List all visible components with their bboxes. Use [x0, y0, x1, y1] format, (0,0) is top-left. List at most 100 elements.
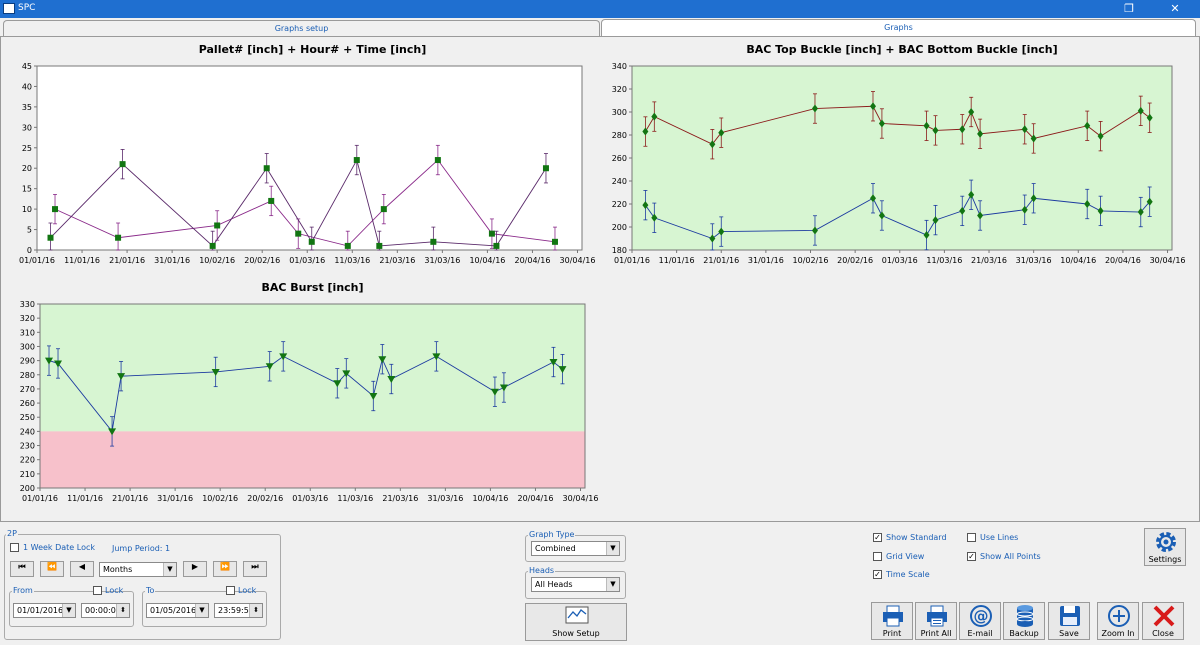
data-point: [387, 376, 396, 384]
first-period-button[interactable]: ⏮: [10, 561, 34, 577]
data-point: [376, 242, 383, 249]
print-button[interactable]: Print: [871, 602, 913, 640]
x-tick-label: 11/03/16: [337, 494, 373, 503]
x-tick-label: 20/04/16: [1105, 256, 1141, 265]
to-lock-label: Lock: [238, 586, 257, 595]
tab-strip: Graphs setup Graphs: [0, 18, 1200, 37]
y-tick-label: 10: [22, 205, 32, 214]
y-tick-label: 280: [20, 371, 35, 380]
to-time-input[interactable]: 23:59:59 ⬍: [214, 603, 263, 618]
from-date-input[interactable]: 01/01/2016 ▼: [13, 603, 76, 618]
data-point: [108, 428, 117, 436]
x-tick-label: 30/04/16: [563, 494, 599, 503]
chevron-down-icon: ▼: [195, 604, 208, 617]
graph-type-select[interactable]: Combined ▼: [531, 541, 620, 556]
data-point: [1084, 200, 1091, 208]
chart-band: [40, 304, 585, 432]
heads-value: All Heads: [535, 580, 573, 589]
prev-button[interactable]: ◀: [70, 561, 94, 577]
from-time-input[interactable]: 00:00:00 ⬍: [81, 603, 130, 618]
chart-setup-icon: [565, 606, 589, 624]
tab-graphs[interactable]: Graphs: [601, 19, 1196, 37]
x-tick-label: 10/04/16: [472, 494, 508, 503]
from-lock-label: Lock: [105, 586, 124, 595]
prev-big-button[interactable]: ⏪: [40, 561, 64, 577]
restore-button[interactable]: ❐: [1124, 2, 1134, 15]
email-button[interactable]: @ E-mail: [959, 602, 1001, 640]
printer-all-icon: [927, 605, 947, 627]
backup-label: Backup: [1009, 629, 1039, 638]
print-all-button[interactable]: Print All: [915, 602, 957, 640]
show-all-points-checkbox[interactable]: ✓: [967, 552, 976, 561]
y-tick-label: 15: [22, 185, 32, 194]
grid-view-label: Grid View: [886, 552, 925, 561]
x-tick-label: 11/01/16: [67, 494, 103, 503]
heads-group: [525, 571, 626, 599]
y-tick-label: 270: [20, 385, 35, 394]
to-label: To: [145, 586, 156, 595]
data-point: [869, 102, 876, 111]
week-lock-checkbox[interactable]: [10, 543, 19, 552]
to-date-input[interactable]: 01/05/2016 ▼: [146, 603, 209, 618]
backup-button[interactable]: Backup: [1003, 602, 1045, 640]
data-point: [353, 157, 360, 164]
data-point: [642, 127, 649, 136]
data-point: [718, 227, 725, 236]
window-title: SPC: [18, 3, 36, 13]
data-point: [549, 359, 558, 367]
from-lock-checkbox[interactable]: [93, 586, 102, 595]
tab-graphs-setup[interactable]: Graphs setup: [3, 20, 600, 36]
zoom-in-icon: [1108, 605, 1130, 627]
use-lines-checkbox[interactable]: [967, 533, 976, 542]
show-setup-button[interactable]: Show Setup: [525, 603, 627, 641]
app-icon: [3, 3, 15, 14]
from-group: [9, 591, 134, 627]
gear-icon: [1156, 532, 1176, 552]
data-point: [959, 125, 966, 134]
at-sign-icon: @: [970, 605, 992, 627]
zoom-in-button[interactable]: Zoom In: [1097, 602, 1139, 640]
next-big-button[interactable]: ⏩: [213, 561, 237, 577]
heads-select[interactable]: All Heads ▼: [531, 577, 620, 592]
next-button[interactable]: ▶: [183, 561, 207, 577]
burst-chart: 200 210 220 230 240 250 260 270 280 290 300 310 320 3…: [20, 300, 599, 503]
from-time-value: 00:00:00: [85, 606, 121, 615]
x-tick-label: 10/02/16: [793, 256, 829, 265]
y-tick-label: 230: [20, 442, 35, 451]
grid-view-checkbox[interactable]: [873, 552, 882, 561]
to-lock-checkbox[interactable]: [226, 586, 235, 595]
svg-text:@: @: [974, 607, 989, 625]
from-date-value: 01/01/2016: [17, 606, 64, 615]
data-point: [977, 129, 984, 138]
data-point: [1021, 205, 1028, 214]
x-tick-label: 01/01/16: [19, 256, 55, 265]
y-tick-label: 200: [20, 484, 35, 493]
printer-icon: [883, 605, 903, 627]
show-all-points-label: Show All Points: [980, 552, 1041, 561]
y-tick-label: 260: [20, 399, 35, 408]
period-group: [4, 534, 281, 640]
x-tick-label: 11/03/16: [926, 256, 962, 265]
settings-button[interactable]: Settings: [1144, 528, 1186, 566]
show-standard-checkbox[interactable]: ✓: [873, 533, 882, 542]
data-point: [209, 242, 216, 249]
data-point: [499, 384, 508, 392]
data-point: [279, 353, 288, 361]
data-point: [1097, 206, 1104, 215]
x-tick-label: 20/02/16: [247, 494, 283, 503]
data-point: [651, 112, 658, 121]
close-button[interactable]: Close: [1142, 602, 1184, 640]
chevron-down-icon: ▼: [62, 604, 75, 617]
data-point: [923, 121, 930, 130]
last-period-button[interactable]: ⏭: [243, 561, 267, 577]
x-tick-label: 21/01/16: [112, 494, 148, 503]
data-point: [432, 353, 441, 361]
period-select[interactable]: Months ▼: [99, 562, 177, 577]
x-tick-label: 11/01/16: [659, 256, 695, 265]
data-point: [344, 242, 351, 249]
save-button[interactable]: Save: [1048, 602, 1090, 640]
time-scale-checkbox[interactable]: ✓: [873, 570, 882, 579]
plot-border: [36, 65, 583, 251]
y-tick-label: 5: [27, 226, 32, 235]
close-window-button[interactable]: ✕: [1170, 2, 1180, 15]
